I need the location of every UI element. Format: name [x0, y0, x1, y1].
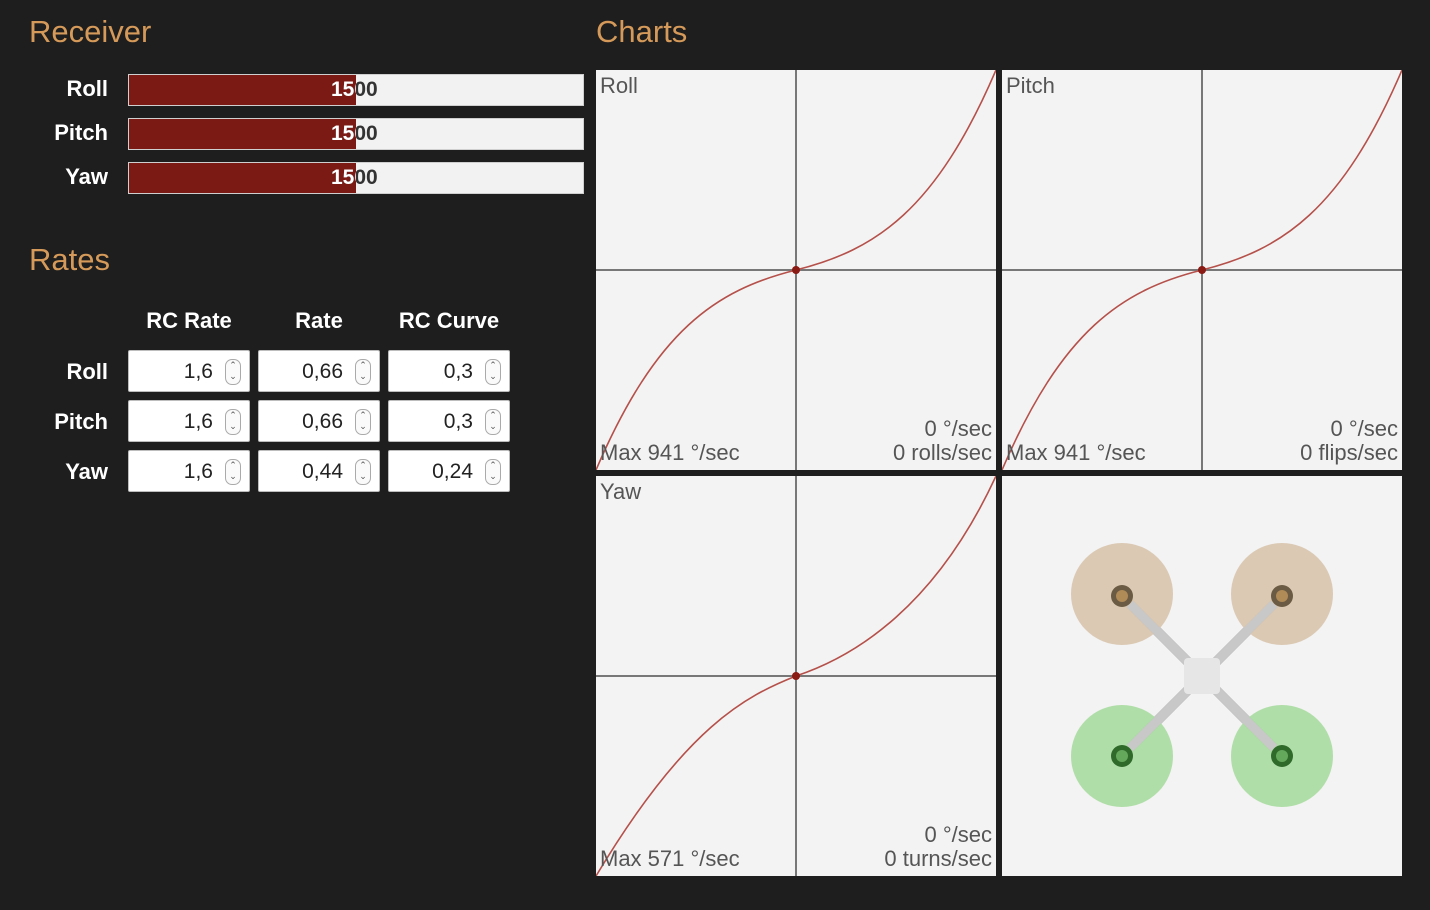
receiver-bar-fill — [129, 75, 356, 105]
receiver-value: 1500 — [331, 78, 378, 101]
charts-title: Charts — [596, 14, 688, 49]
stepper-icon[interactable]: ⌃ ⌄ — [485, 459, 501, 485]
receiver-label: Pitch — [54, 120, 108, 145]
input-value: 0,3 — [443, 360, 473, 383]
pitch-rc-rate-input[interactable]: 1,6 ⌃ ⌄ — [128, 400, 250, 442]
chart-flips-per-sec: 0 flips/sec — [1300, 440, 1398, 465]
input-value: 0,66 — [302, 410, 343, 433]
roll-rate-curve — [596, 70, 996, 470]
stepper-icon[interactable]: ⌃ ⌄ — [355, 359, 371, 385]
rates-title: Rates — [29, 242, 110, 277]
stepper-icon[interactable]: ⌃ ⌄ — [225, 409, 241, 435]
pitch-rate-curve — [1002, 70, 1402, 470]
chart-title: Roll — [600, 73, 638, 98]
chart-turns-per-sec: 0 turns/sec — [884, 846, 992, 871]
stepper-icon[interactable]: ⌃ ⌄ — [225, 459, 241, 485]
rates-header-rc-curve: RC Curve — [398, 308, 500, 333]
yaw-rc-rate-input[interactable]: 1,6 ⌃ ⌄ — [128, 450, 250, 492]
chart-max-rate: Max 941 °/sec — [1006, 440, 1146, 465]
chart-max-rate: Max 941 °/sec — [600, 440, 740, 465]
stepper-icon[interactable]: ⌃ ⌄ — [485, 359, 501, 385]
input-value: 1,6 — [183, 460, 213, 483]
yaw-rate-input[interactable]: 0,44 ⌃ ⌄ — [258, 450, 380, 492]
rates-row-label-pitch: Pitch — [54, 409, 108, 434]
receiver-bar-pitch: 1500 1500 — [128, 118, 584, 150]
receiver-bar-yaw: 1500 1500 — [128, 162, 584, 194]
chart-current-rate: 0 °/sec — [924, 416, 993, 441]
quadcopter-icon — [1071, 543, 1333, 807]
model-preview — [1002, 476, 1402, 876]
stepper-icon[interactable]: ⌃ ⌄ — [355, 459, 371, 485]
input-value: 1,6 — [183, 360, 213, 383]
input-value: 0,24 — [432, 460, 473, 483]
receiver-bar-roll: 1500 1500 — [128, 74, 584, 106]
stepper-icon[interactable]: ⌃ ⌄ — [485, 409, 501, 435]
roll-rc-curve-input[interactable]: 0,3 ⌃ ⌄ — [388, 350, 510, 392]
input-value: 0,44 — [302, 460, 343, 483]
pitch-rate-chart: Pitch 0 °/sec 0 flips/sec Max 941 °/sec — [1002, 70, 1402, 470]
input-value: 1,6 — [183, 410, 213, 433]
yaw-rc-curve-input[interactable]: 0,24 ⌃ ⌄ — [388, 450, 510, 492]
chart-rolls-per-sec: 0 rolls/sec — [892, 440, 992, 465]
chart-current-rate: 0 °/sec — [1330, 416, 1399, 441]
rates-row-label-roll: Roll — [66, 359, 108, 384]
rates-header-rc-rate: RC Rate — [146, 308, 232, 333]
receiver-value: 1500 — [331, 166, 378, 189]
yaw-rate-curve — [596, 476, 996, 876]
chart-title: Yaw — [600, 479, 642, 504]
pitch-rate-input[interactable]: 0,66 ⌃ ⌄ — [258, 400, 380, 442]
yaw-rate-chart: Yaw 0 °/sec 0 turns/sec Max 571 °/sec — [596, 476, 996, 876]
receiver-title: Receiver — [29, 14, 152, 49]
chart-max-rate: Max 571 °/sec — [600, 846, 740, 871]
roll-rate-chart: Roll 0 °/sec 0 rolls/sec Max 941 °/sec — [596, 70, 996, 470]
pitch-rc-curve-input[interactable]: 0,3 ⌃ ⌄ — [388, 400, 510, 442]
receiver-label: Yaw — [65, 164, 108, 189]
rates-header-rate: Rate — [295, 308, 343, 333]
roll-rate-input[interactable]: 0,66 ⌃ ⌄ — [258, 350, 380, 392]
chart-title: Pitch — [1006, 73, 1055, 98]
roll-rc-rate-input[interactable]: 1,6 ⌃ ⌄ — [128, 350, 250, 392]
chart-current-rate: 0 °/sec — [924, 822, 993, 847]
receiver-bar-fill — [129, 119, 356, 149]
stepper-icon[interactable]: ⌃ ⌄ — [355, 409, 371, 435]
receiver-bar-fill — [129, 163, 356, 193]
stepper-icon[interactable]: ⌃ ⌄ — [225, 359, 241, 385]
rates-row-label-yaw: Yaw — [65, 459, 108, 484]
input-value: 0,66 — [302, 360, 343, 383]
receiver-label: Roll — [66, 76, 108, 101]
receiver-value: 1500 — [331, 122, 378, 145]
input-value: 0,3 — [443, 410, 473, 433]
